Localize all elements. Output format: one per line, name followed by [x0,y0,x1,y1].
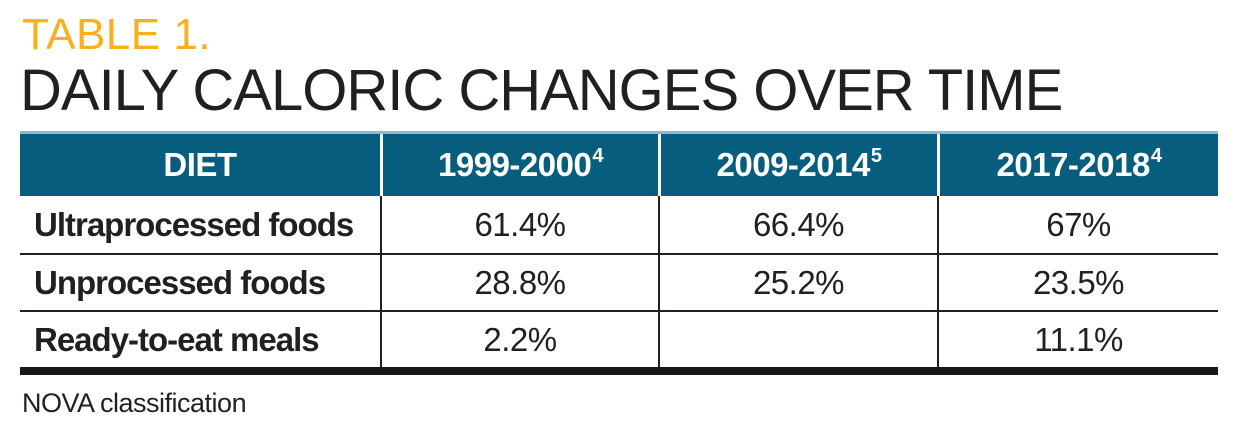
row-label-ultraprocessed-foods: Ultraprocessed foods [34,205,354,243]
row-label-ready-to-eat-meals: Ready-to-eat meals [20,310,380,367]
column-header-1999-2000: 1999-2000 4 [380,134,658,196]
table-cell: 28.8% [380,253,658,310]
table-cell: 66.4% [658,196,937,253]
column-header-label: 2017-2018 [996,146,1151,183]
table-number-label: TABLE 1. [22,10,212,59]
table-cell: 61.4% [380,196,658,253]
column-header-2017-2018: 2017-2018 4 [937,134,1218,196]
table-cell: 67% [937,196,1218,253]
column-header-label: 1999-2000 [438,146,592,183]
column-header-label: DIET [163,146,237,183]
column-header-diet: DIET [20,134,380,196]
table-cell: 2.2% [380,310,658,367]
column-header-2009-2014: 2009-2014 5 [658,134,937,196]
table-cell: 25.2% [658,253,937,310]
page-title: DAILY CALORIC CHANGES OVER TIME [20,58,1063,123]
column-header-label: 2009-2014 [716,146,871,183]
table-cell-empty [658,310,937,367]
table-grid: DIET 1999-2000 4 2009-2014 5 2017-2018 4 Ul… [20,134,1218,367]
table-bottom-rule [20,367,1218,375]
table-footnote: NOVA classification [22,388,247,418]
row-label-unprocessed-foods: Unprocessed foods [20,253,380,310]
caloric-changes-table: DIET 1999-2000 4 2009-2014 5 2017-2018 4 Ul… [20,131,1218,375]
table-top-rule [20,131,1218,134]
table-cell: 23.5% [937,253,1218,310]
table-cell: 11.1% [937,310,1218,367]
